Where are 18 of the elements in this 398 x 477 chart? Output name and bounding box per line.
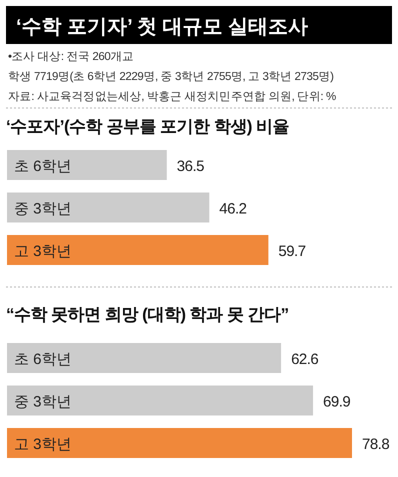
- text: 학생 7719명(초 6학년 2229명, 중 3학년 2755명, 고 3학년 2735명): [8, 71, 334, 83]
- chart-subtitle: ‘수포자’(수학 공부를 포기한 학생) 비율: [6, 117, 290, 136]
- data-label: 78.8: [362, 436, 390, 453]
- text: 자료: 사교육걱정없는세상, 박홍근 새정치민주연합 의원, 단위: %: [8, 91, 336, 103]
- y-tick-label: 중 3학년: [14, 200, 72, 218]
- data-label: 46.2: [219, 200, 247, 218]
- y-tick-label: 고 3학년: [14, 243, 72, 260]
- data-label: 62.6: [291, 351, 318, 368]
- y-tick-label: 초 6학년: [14, 158, 72, 175]
- data-label: 59.7: [278, 243, 306, 260]
- chart-title: ‘수학 포기자’ 첫 대규모 실태조사: [16, 16, 308, 38]
- data-label: 69.9: [323, 394, 350, 410]
- y-tick-label: 고 3학년: [14, 436, 72, 453]
- text: •조사 대상: 전국 260개교: [8, 51, 134, 63]
- data-label: 36.5: [176, 158, 204, 175]
- y-tick-label: 중 3학년: [14, 394, 72, 410]
- y-tick-label: 초 6학년: [14, 351, 72, 368]
- chart-title: “수학 못하면 희망 (대학) 학과 못 간다”: [6, 305, 289, 324]
